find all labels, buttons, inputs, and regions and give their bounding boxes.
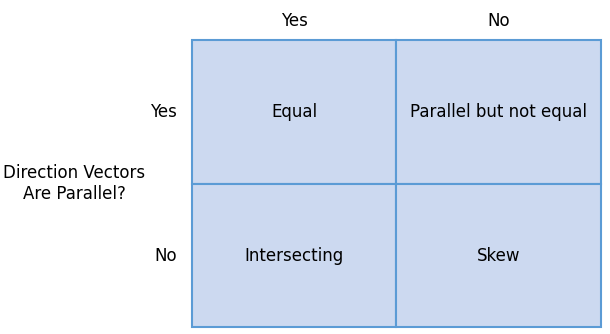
Text: Parallel but not equal: Parallel but not equal [410, 103, 587, 121]
Text: Skew: Skew [477, 246, 520, 265]
Bar [192, 40, 396, 184]
Text: No: No [487, 12, 510, 30]
Text: No: No [154, 246, 177, 265]
Text: Direction Vectors
Are Parallel?: Direction Vectors Are Parallel? [3, 164, 145, 203]
Text: Lines Share A Common Point?: Lines Share A Common Point? [272, 0, 521, 2]
Text: Equal: Equal [271, 103, 317, 121]
Text: Yes: Yes [281, 12, 308, 30]
Bar [192, 184, 396, 327]
Text: Yes: Yes [150, 103, 177, 121]
Bar [396, 184, 601, 327]
Text: Intersecting: Intersecting [245, 246, 344, 265]
Bar [396, 40, 601, 184]
